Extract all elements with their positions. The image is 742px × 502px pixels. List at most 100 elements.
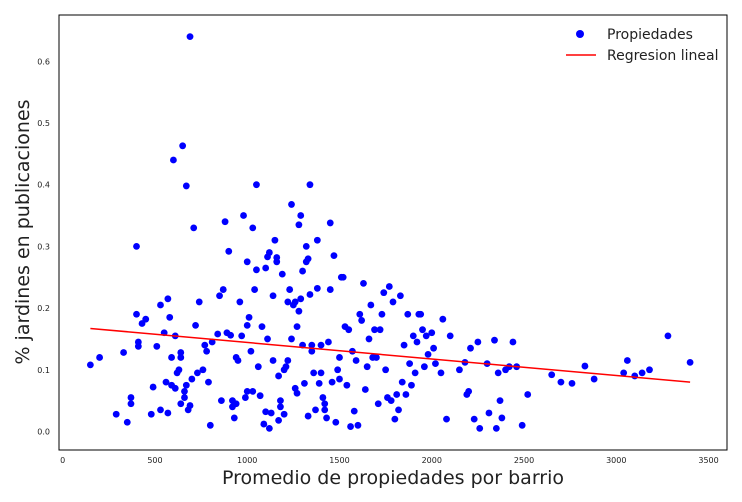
scatter-point [363, 363, 371, 371]
scatter-point [638, 369, 646, 377]
scatter-point [186, 33, 194, 40]
scatter-point [219, 286, 227, 293]
scatter-point [278, 270, 286, 278]
scatter-point [498, 414, 506, 422]
scatter-point [297, 295, 305, 303]
scatter-point [360, 280, 367, 287]
scatter-point [227, 331, 235, 339]
scatter-point [288, 201, 295, 208]
scatter-point [304, 255, 312, 263]
scatter-point [147, 410, 155, 418]
scatter-point [284, 298, 292, 306]
scatter-point [474, 338, 482, 346]
scatter-point [127, 400, 135, 408]
scatter-point [157, 301, 164, 309]
scatter-point [631, 372, 639, 380]
scatter-point [134, 342, 142, 350]
scatter-point [195, 298, 203, 306]
scatter-point [393, 391, 401, 398]
scatter-point [245, 313, 253, 321]
scatter-point [437, 369, 445, 377]
plot-frame [58, 14, 728, 451]
scatter-point [247, 347, 255, 355]
scatter-point [127, 394, 135, 401]
scatter-point [590, 375, 598, 383]
scatter-point [299, 267, 306, 275]
x-axis-title: Promedio de propiedades por barrio [222, 467, 564, 489]
scatter-point [238, 332, 246, 340]
legend-label-regresion: Regresion lineal [607, 48, 718, 64]
scatter-point [361, 386, 369, 393]
scatter-point [378, 310, 386, 318]
y-axis-ticks: 0.0 0.1 0.2 0.3 0.4 0.5 0.6 [37, 57, 50, 436]
scatter-point [243, 258, 251, 266]
scatter-point [492, 425, 500, 432]
scatter-point [317, 341, 325, 349]
scatter-point [417, 310, 425, 318]
x-tick-label: 1000 [237, 456, 257, 465]
scatter-point [376, 326, 384, 334]
legend: Propiedades Regresion lineal [566, 27, 718, 64]
scatter-point [286, 286, 294, 293]
scatter-point [236, 298, 244, 306]
scatter-point [323, 414, 330, 422]
plot-area [58, 14, 728, 451]
scatter-point [326, 219, 334, 227]
scatter-point [313, 284, 321, 292]
scatter-point [208, 338, 216, 346]
scatter-point [336, 354, 343, 361]
scatter-point [253, 181, 260, 189]
scatter-point [372, 354, 380, 361]
scatter-point [86, 361, 94, 369]
regression-lines [90, 327, 691, 383]
x-axis-ticks: 0 500 1000 1500 2000 2500 3000 3500 [60, 456, 719, 465]
scatter-point [476, 425, 484, 432]
scatter-point [241, 394, 249, 401]
scatter-point [345, 326, 353, 334]
scatter-point [308, 347, 316, 355]
scatter-point [306, 291, 314, 298]
scatter-point [382, 366, 390, 374]
y-tick-label: 0.4 [37, 181, 50, 190]
scatter-point [330, 252, 338, 260]
scatter-point [243, 387, 251, 395]
scatter-point [491, 336, 498, 344]
scatter-point [164, 295, 172, 303]
scatter-point [258, 323, 266, 330]
scatter-point [332, 418, 340, 426]
scatter-point [262, 264, 270, 272]
scatter-point [326, 286, 334, 293]
scatter-point [275, 416, 282, 424]
scatter-point [282, 363, 290, 371]
scatter-point [284, 357, 292, 364]
scatter-point [371, 326, 378, 334]
scatter-point [186, 402, 194, 409]
x-tick-label: 1500 [329, 456, 349, 465]
scatter-point [396, 292, 404, 300]
scatter-point [193, 369, 201, 377]
scatter-point [264, 335, 271, 343]
scatter-point [408, 381, 415, 389]
scatter-point [260, 420, 268, 428]
scatter-point [277, 397, 284, 405]
scatter-point [240, 212, 247, 219]
scatter-point [179, 142, 187, 150]
scatter-point [428, 329, 436, 337]
scatter-point [162, 378, 170, 386]
scatter-point [385, 283, 393, 290]
y-axis-title: % jardines en publicaciones [12, 99, 34, 364]
scatter-point [446, 332, 454, 340]
regression-line [90, 327, 691, 383]
scatter-point [253, 266, 260, 274]
scatter-point [277, 403, 284, 411]
scatter-point [646, 366, 653, 374]
scatter-point [568, 379, 576, 387]
scatter-point [269, 357, 277, 364]
scatter-point [280, 410, 288, 418]
scatter-point [221, 218, 229, 226]
scatter-point [271, 236, 279, 244]
scatter-point [430, 344, 437, 352]
scatter-point [199, 366, 207, 374]
scatter-point [336, 375, 343, 383]
